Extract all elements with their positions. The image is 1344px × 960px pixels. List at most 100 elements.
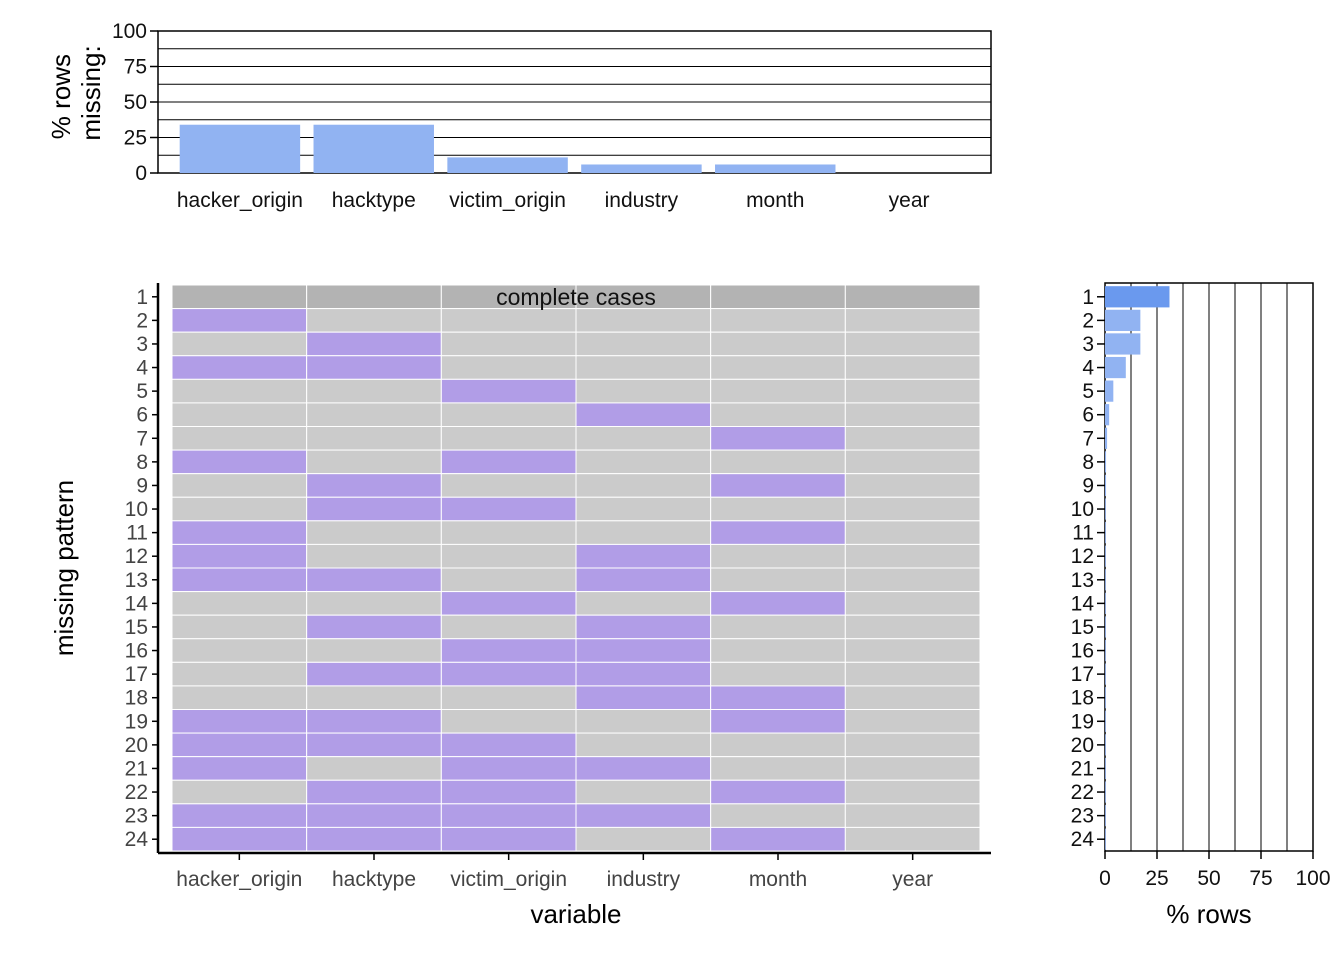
- present-cell: [306, 402, 442, 427]
- missing-cell: [171, 803, 308, 828]
- missing-cell: [440, 591, 577, 616]
- present-cell: [710, 661, 846, 687]
- right-y-tick-label: 13: [1071, 569, 1094, 592]
- missing-cell: [440, 449, 577, 475]
- present-cell: [844, 661, 981, 687]
- heatmap-y-tick-label: 1: [136, 286, 148, 309]
- right-bar: [1105, 805, 1106, 827]
- heatmap-y-axis-label: missing pattern: [49, 480, 79, 656]
- missing-cell: [440, 756, 577, 781]
- heatmap-y-tick-label: 2: [136, 309, 148, 332]
- present-cell: [306, 284, 442, 310]
- present-cell: [710, 756, 846, 781]
- heatmap-x-tick-label: month: [749, 868, 807, 891]
- present-cell: [171, 779, 308, 805]
- missing-cell: [710, 709, 846, 734]
- present-cell: [844, 826, 981, 852]
- present-cell: [440, 709, 577, 734]
- present-cell: [171, 614, 308, 640]
- present-cell: [844, 614, 981, 640]
- missing-cell: [306, 826, 442, 852]
- top-bar: [581, 164, 702, 173]
- right-bar: [1105, 663, 1106, 685]
- present-cell: [844, 709, 981, 734]
- top-y-axis-label: % rows missing:: [46, 45, 106, 140]
- present-cell: [575, 378, 712, 404]
- present-cell: [844, 402, 981, 427]
- missing-cell: [306, 732, 442, 758]
- present-cell: [844, 779, 981, 805]
- present-cell: [710, 402, 846, 427]
- present-cell: [844, 732, 981, 758]
- present-cell: [575, 779, 712, 805]
- top-x-tick-label: victim_origin: [449, 189, 566, 212]
- present-cell: [575, 331, 712, 357]
- right-y-tick-label: 1: [1082, 286, 1094, 309]
- top-bar-panel: 100 75 50 25 0 hacker_origin hacktype victim_o…: [46, 20, 992, 212]
- top-y-tick-label: 100: [112, 20, 147, 43]
- right-bars: [1105, 286, 1170, 850]
- right-bar: [1105, 286, 1170, 308]
- missing-cell: [440, 638, 577, 663]
- missing-cell: [171, 308, 308, 333]
- heatmap-y-tick-label: 8: [136, 451, 148, 474]
- right-bar: [1105, 592, 1106, 614]
- present-cell: [306, 378, 442, 404]
- right-bar: [1105, 734, 1106, 756]
- present-cell: [844, 308, 981, 333]
- missing-cell: [171, 543, 308, 569]
- missing-cell: [306, 473, 442, 498]
- present-cell: [710, 543, 846, 569]
- present-cell: [844, 591, 981, 616]
- missing-cell: [710, 779, 846, 805]
- missing-cell: [171, 567, 308, 593]
- right-bar: [1105, 380, 1114, 402]
- present-cell: [306, 756, 442, 781]
- present-cell: [710, 331, 846, 357]
- present-cell: [440, 355, 577, 380]
- present-cell: [575, 826, 712, 852]
- top-y-tick-label: 0: [135, 162, 147, 185]
- right-y-tick-label: 21: [1071, 757, 1094, 780]
- missing-cell: [710, 473, 846, 498]
- present-cell: [575, 449, 712, 475]
- present-cell: [171, 591, 308, 616]
- right-bar: [1105, 404, 1110, 426]
- right-bar: [1105, 427, 1108, 449]
- missing-cell: [306, 661, 442, 687]
- right-x-ticks: 0 25 50 75 100: [1099, 851, 1331, 890]
- right-bar: [1105, 569, 1106, 591]
- right-x-tick-label: 75: [1249, 867, 1272, 890]
- missing-cell: [171, 355, 308, 380]
- right-y-tick-label: 2: [1082, 309, 1094, 332]
- present-cell: [171, 402, 308, 427]
- missing-cell: [440, 826, 577, 852]
- present-cell: [575, 308, 712, 333]
- heatmap-y-tick-label: 23: [125, 805, 148, 828]
- present-cell: [440, 520, 577, 545]
- missing-cell: [575, 402, 712, 427]
- right-bar: [1105, 757, 1106, 780]
- heatmap-y-tick-label: 16: [125, 640, 148, 663]
- present-cell: [844, 284, 981, 310]
- heatmap-y-tick-label: 13: [125, 569, 148, 592]
- present-cell: [306, 638, 442, 663]
- missing-cell: [440, 732, 577, 758]
- present-cell: [440, 685, 577, 711]
- top-y-tick-label: 75: [124, 56, 147, 79]
- top-y-ticks: 100 75 50 25 0: [112, 20, 158, 185]
- heatmap-y-tick-label: 10: [125, 498, 148, 521]
- present-cell: [306, 591, 442, 616]
- heatmap-cells: [171, 284, 981, 852]
- missing-cell: [710, 685, 846, 711]
- present-cell: [710, 355, 846, 380]
- present-cell: [440, 402, 577, 427]
- present-cell: [844, 449, 981, 475]
- missing-cell: [575, 756, 712, 781]
- present-cell: [710, 638, 846, 663]
- heatmap-y-tick-label: 12: [125, 545, 148, 568]
- present-cell: [440, 473, 577, 498]
- missing-cell: [575, 638, 712, 663]
- present-cell: [844, 803, 981, 828]
- top-x-tick-label: industry: [605, 189, 679, 212]
